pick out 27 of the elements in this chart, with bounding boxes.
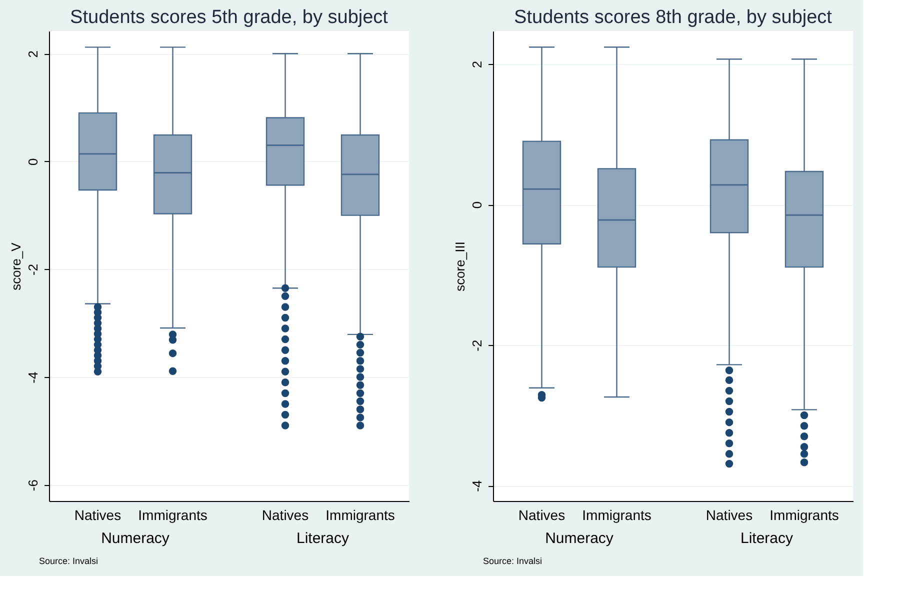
x-tick-label: Immigrants	[582, 507, 652, 523]
x-tick-label: Natives	[706, 507, 753, 523]
y-tick-label: -4	[470, 480, 484, 492]
y-tick-label: 0	[470, 201, 484, 209]
y-axis-title: score_III	[452, 242, 468, 292]
y-tick-label: -6	[26, 480, 40, 492]
x-tick-label: Natives	[518, 507, 566, 523]
y-tick-label: 2	[26, 50, 40, 58]
x-tick-label: Natives	[74, 507, 122, 523]
text: Numeracy	[545, 530, 614, 547]
x-tick-label: Natives	[262, 507, 309, 523]
text: Literacy	[296, 530, 350, 547]
y-tick-label: 0	[26, 158, 40, 166]
x-tick-label: Immigrants	[326, 507, 395, 523]
text: Numeracy	[101, 530, 170, 547]
chart-title: Students scores 5th grade, by subject	[70, 7, 389, 28]
y-axis-title: score_V	[8, 242, 24, 290]
text: Literacy	[740, 530, 794, 547]
x-tick-label: Immigrants	[138, 507, 208, 523]
chart-title: Students scores 8th grade, by subject	[514, 7, 833, 28]
y-tick-label: -2	[470, 340, 484, 352]
y-tick-label: -2	[26, 264, 40, 276]
x-tick-label: Immigrants	[770, 507, 839, 523]
source-note: Source: Invalsi	[483, 556, 542, 566]
source-note: Source: Invalsi	[39, 556, 98, 566]
y-tick-label: -4	[26, 372, 40, 384]
y-tick-label: 2	[470, 60, 484, 68]
